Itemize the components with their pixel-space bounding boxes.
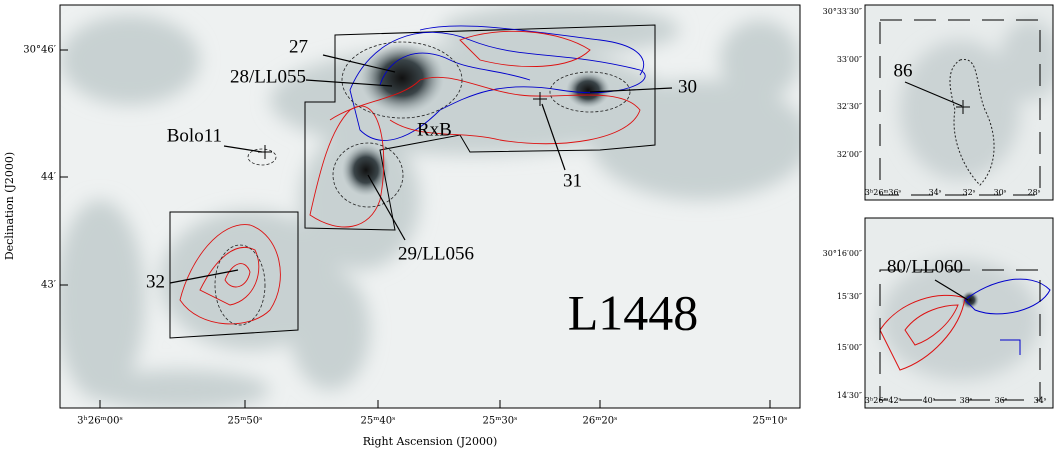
source-label: 28/LL055 [230,66,306,87]
y-tick-label: 30°16′00″ [823,249,862,258]
y-tick-label: 15′00″ [837,343,862,352]
x-axis-label: Right Ascension (J2000) [363,435,498,448]
x-tick-label: 25ᵐ10ˢ [753,416,788,427]
x-tick-label: 38ˢ [960,396,973,405]
source-label: Bolo11 [167,125,222,146]
x-tick-label: 3ʰ26ᵐ00ˢ [77,416,123,427]
x-tick-label: 32ˢ [963,188,976,197]
y-tick-label: 15′30″ [837,292,862,301]
x-tick-label: 3ʰ26ᵐ36ˢ [865,188,902,197]
x-tick-label: 25ᵐ50ˢ [228,416,263,427]
x-tick-label: 25ᵐ40ˢ [361,416,396,427]
x-tick-label: 28ˢ [1028,188,1041,197]
source-label: 30 [678,76,697,97]
main-image [60,5,800,408]
source-label: RxB [417,119,452,140]
x-tick-label: 30ˢ [994,188,1007,197]
inset-bottom-frame [864,217,1054,409]
source-label: 29/LL056 [398,243,474,264]
x-tick-label: 40ˢ [923,396,936,405]
region-label: L1448 [568,284,699,340]
main-frame [59,4,801,409]
y-tick-label: 32′30″ [837,102,862,111]
x-tick-label: 3ʰ26ᵐ42ˢ [865,396,902,405]
source-label: 27 [289,36,308,57]
y-tick-label: 14′30″ [837,391,862,400]
x-tick-label: 25ᵐ30ˢ [483,416,518,427]
source-label: 32 [146,271,165,292]
source-label: 31 [563,170,582,191]
leaders [169,54,673,284]
y-axis-label: Declination (J2000) [3,152,16,260]
x-tick-label: 26ᵐ20ˢ [583,416,618,427]
y-tick-label: 30°46′ [23,45,56,56]
source-label: 80/LL060 [887,256,963,277]
inset-top-frame [864,4,1054,201]
x-tick-label: 34ˢ [1034,396,1047,405]
source-label: 86 [894,60,913,81]
x-tick-label: 36ˢ [995,396,1008,405]
y-tick-label: 32′00″ [837,150,862,159]
x-tick-label: 34ˢ [929,188,942,197]
y-tick-label: 30°33′30″ [823,7,862,16]
y-tick-label: 33′00″ [837,55,862,64]
y-tick-label: 43′ [41,280,57,291]
y-tick-label: 44′ [41,172,57,183]
inset-bottom-image [865,218,1053,408]
inset-top-image [865,5,1053,200]
